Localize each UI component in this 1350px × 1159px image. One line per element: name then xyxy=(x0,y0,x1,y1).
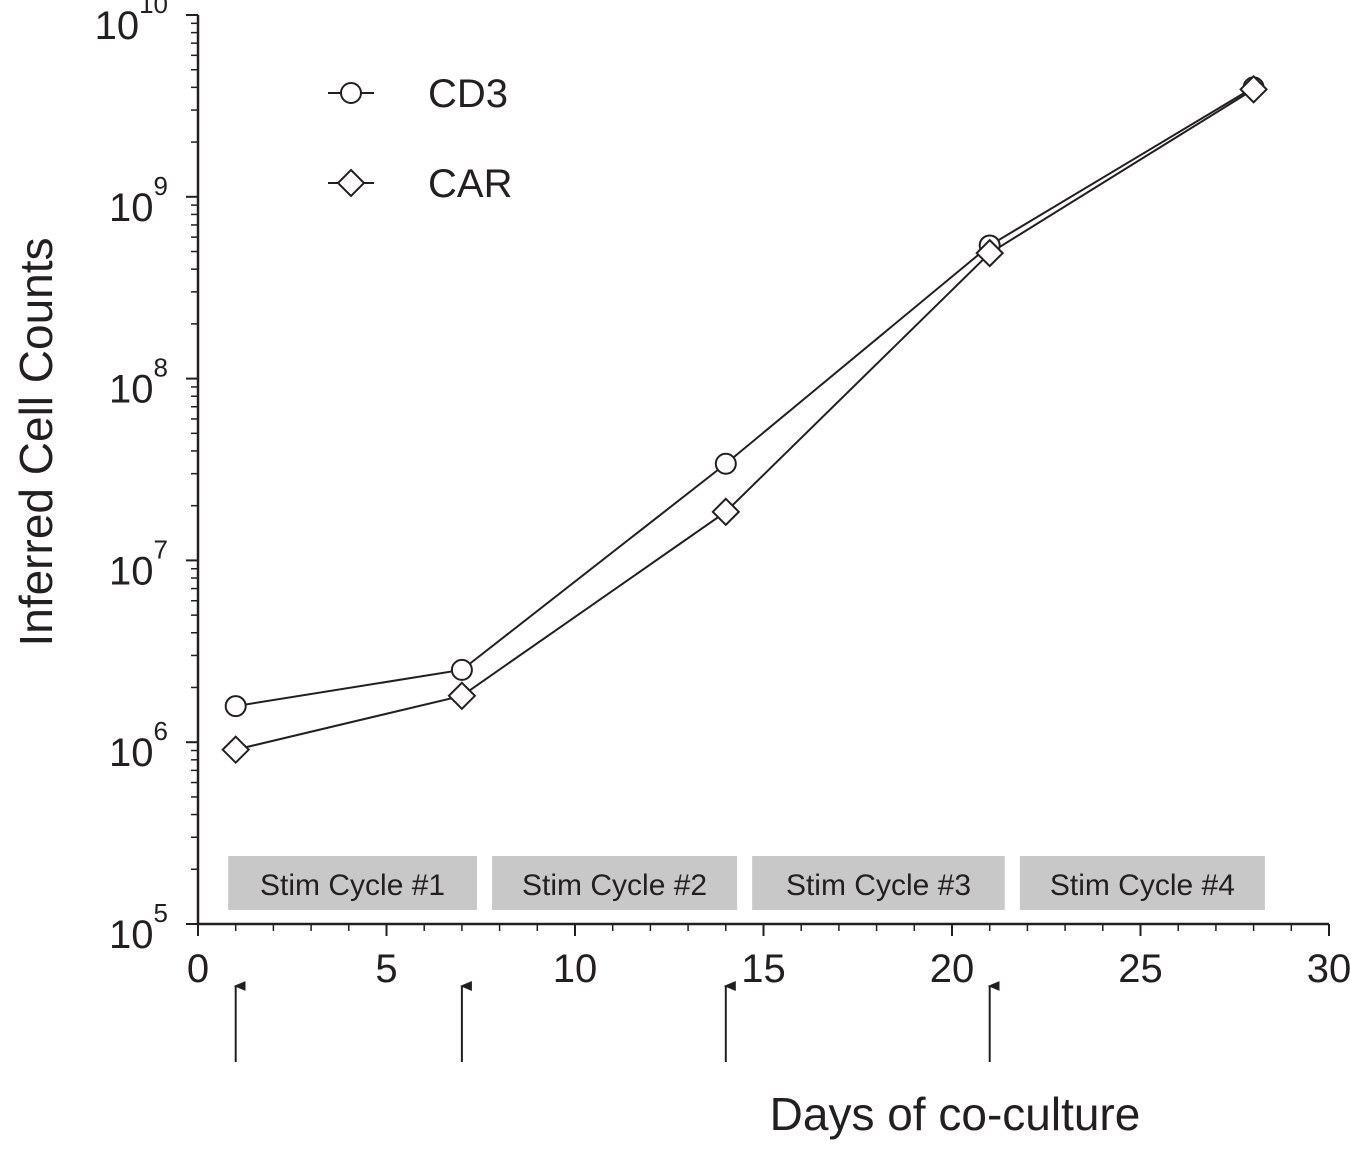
x-tick-label: 25 xyxy=(1118,947,1163,991)
stim-cycle-label: Stim Cycle #1 xyxy=(260,869,445,902)
y-tick-exponent: 10 xyxy=(139,0,168,19)
stim-cycle-bar xyxy=(752,856,1005,910)
y-tick-label: 109 xyxy=(109,171,168,230)
y-tick-base: 10 xyxy=(109,368,154,412)
stim-cycle-bar xyxy=(228,856,477,910)
y-tick-label: 1010 xyxy=(95,0,168,48)
y-axis-label: Inferred Cell Counts xyxy=(10,237,62,646)
x-tick-label: 20 xyxy=(930,947,975,991)
stim-cycle-label: Stim Cycle #2 xyxy=(522,869,707,902)
y-tick-exponent: 6 xyxy=(154,716,168,746)
series-line xyxy=(235,86,1255,708)
y-tick-exponent: 7 xyxy=(154,534,168,564)
y-tick-exponent: 9 xyxy=(154,171,168,201)
x-tick-label: 5 xyxy=(375,947,397,991)
stim-cycle-bar xyxy=(492,856,738,910)
y-tick-base: 10 xyxy=(109,549,154,593)
y-tick-exponent: 8 xyxy=(154,353,168,383)
x-tick-label: 30 xyxy=(1307,947,1350,991)
y-tick-base: 10 xyxy=(109,913,154,957)
x-tick-label: 10 xyxy=(553,947,598,991)
x-axis-label: Days of co-culture xyxy=(770,1088,1141,1140)
y-tick-label: 108 xyxy=(109,353,168,412)
marker xyxy=(711,497,741,527)
marker xyxy=(1239,74,1269,104)
y-tick-exponent: 5 xyxy=(154,898,168,928)
marker xyxy=(975,238,1005,268)
y-tick-label: 105 xyxy=(109,898,168,957)
y-tick-label: 107 xyxy=(109,534,168,593)
legend-marker xyxy=(340,82,362,104)
legend-marker xyxy=(336,168,366,198)
y-tick-base: 10 xyxy=(95,4,140,48)
marker xyxy=(224,695,247,718)
marker xyxy=(221,735,251,765)
stim-cycle-label: Stim Cycle #3 xyxy=(786,869,971,902)
y-tick-label: 106 xyxy=(109,716,168,775)
y-tick-base: 10 xyxy=(109,186,154,230)
series-line xyxy=(235,88,1255,751)
x-tick-label: 15 xyxy=(741,947,786,991)
stim-cycle-bar xyxy=(1019,856,1265,910)
x-tick-label: 0 xyxy=(187,947,209,991)
stim-cycle-label: Stim Cycle #4 xyxy=(1050,869,1235,902)
marker xyxy=(714,452,737,475)
y-tick-base: 10 xyxy=(109,731,154,775)
marker xyxy=(447,681,477,711)
legend-label: CAR xyxy=(428,162,512,206)
marker xyxy=(450,658,473,681)
legend-label: CD3 xyxy=(428,72,508,116)
